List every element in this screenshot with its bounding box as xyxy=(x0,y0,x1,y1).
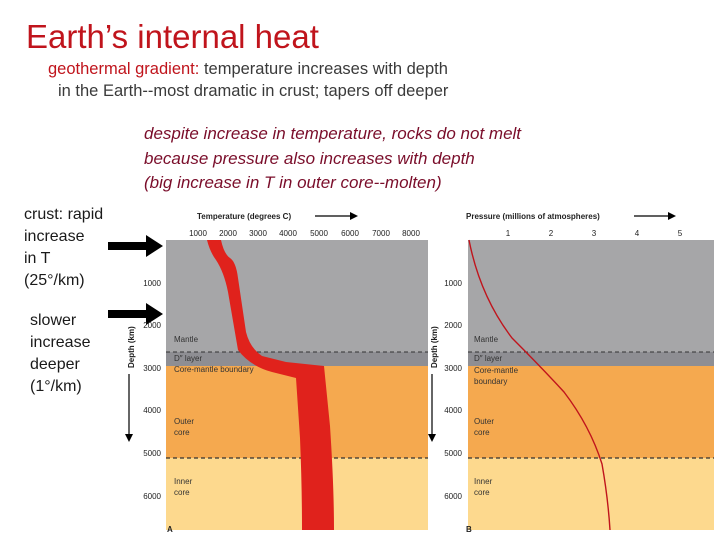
slower-label: slower increase deeper (1°/km) xyxy=(30,310,120,398)
subtitle-line-1: geothermal gradient: temperature increas… xyxy=(48,60,448,79)
panel-b-depth-tick: 3000 xyxy=(444,364,462,373)
panel-a-cmb-label: Core-mantle boundary xyxy=(174,365,254,374)
panel-b-depth-tick: 1000 xyxy=(444,279,462,288)
panel-a-depth-tick: 1000 xyxy=(143,279,161,288)
panel-a-axis-arrowhead xyxy=(350,212,358,220)
panel-b-axis-arrowhead xyxy=(668,212,676,220)
panel-b-axis-title: Pressure (millions of atmospheres) xyxy=(466,212,600,221)
panel-b-mantle-layer xyxy=(468,240,714,366)
panel-b-inner-core-label: core xyxy=(474,488,490,497)
panel-a-depth-tick: 2000 xyxy=(143,321,161,330)
slide-title: Earth’s internal heat xyxy=(26,18,319,55)
panel-b-pressure-curve xyxy=(468,239,611,531)
panel-a-inner-core-label: Inner xyxy=(174,477,193,486)
panel-b-d-layer xyxy=(468,352,714,366)
arrow-to-mantle xyxy=(108,303,163,325)
crust-label-line: crust: rapid xyxy=(24,206,104,223)
panel-a-depth-tick: 6000 xyxy=(143,492,161,501)
panel-a-d-layer-label: D″ layer xyxy=(174,354,203,363)
panel-a-outer-core-label: core xyxy=(174,428,190,437)
panel-a-mantle-layer xyxy=(166,240,428,366)
panel-a-depth-tick: 3000 xyxy=(143,364,161,373)
panel-a-d-layer xyxy=(166,352,428,366)
slower-label-line: deeper xyxy=(30,356,80,373)
panel-a-temperature: Temperature (degrees C) 1000 2000 3000 4… xyxy=(125,212,428,534)
panel-b-pressure: Pressure (millions of atmospheres) 1 2 3… xyxy=(428,212,714,534)
panel-b-cmb-label: boundary xyxy=(474,377,507,386)
panel-a-inner-core-label: core xyxy=(174,488,190,497)
subtitle-line-1-rest: temperature increases with depth xyxy=(199,60,448,78)
panel-a-tick: 7000 xyxy=(372,229,390,238)
crust-label-line: (25°/km) xyxy=(24,272,85,289)
note-line-3: (big increase in T in outer core--molten… xyxy=(144,173,442,192)
panel-b-tick: 5 xyxy=(678,229,683,238)
panel-b-tick: 4 xyxy=(635,229,640,238)
slower-label-line: slower xyxy=(30,312,77,329)
panel-a-depth-tick: 5000 xyxy=(143,449,161,458)
note-line-2: because pressure also increases with dep… xyxy=(144,149,475,168)
panel-a-axis-title: Temperature (degrees C) xyxy=(197,212,291,221)
crust-label-line: in T xyxy=(24,250,51,267)
panel-b-tick: 1 xyxy=(506,229,511,238)
panel-a-tick: 8000 xyxy=(402,229,420,238)
panel-a-depth-title: Depth (km) xyxy=(127,326,136,368)
crust-label: crust: rapid increase in T (25°/km) xyxy=(24,204,124,292)
panel-a-temperature-curve xyxy=(207,240,334,530)
panel-a-inner-core-layer xyxy=(166,458,428,530)
panel-a-depth-arrowhead xyxy=(125,434,133,442)
crust-label-line: increase xyxy=(24,228,85,245)
panel-a-mantle-label: Mantle xyxy=(174,335,199,344)
panel-a-depth-tick: 4000 xyxy=(143,406,161,415)
panel-b-inner-core-layer xyxy=(468,458,714,530)
slower-label-line: increase xyxy=(30,334,91,351)
panel-b-mantle-label: Mantle xyxy=(474,335,499,344)
panel-a-tick: 6000 xyxy=(341,229,359,238)
panel-b-outer-core-layer xyxy=(468,366,714,458)
note-line-1: despite increase in temperature, rocks d… xyxy=(144,124,522,143)
subtitle-line-2: in the Earth--most dramatic in crust; ta… xyxy=(58,82,449,100)
panel-b-outer-core-label: Outer xyxy=(474,417,494,426)
panel-a-letter: A xyxy=(167,525,173,534)
panel-b-tick: 2 xyxy=(549,229,554,238)
arrow-to-crust xyxy=(108,235,163,257)
panel-b-depth-arrowhead xyxy=(428,434,436,442)
panel-b-letter: B xyxy=(466,525,472,534)
panel-b-depth-tick: 6000 xyxy=(444,492,462,501)
panel-a-tick: 2000 xyxy=(219,229,237,238)
panel-b-depth-tick: 2000 xyxy=(444,321,462,330)
panel-b-d-layer-label: D″ layer xyxy=(474,354,503,363)
panel-a-tick: 3000 xyxy=(249,229,267,238)
panel-b-inner-core-label: Inner xyxy=(474,477,493,486)
panel-b-cmb-label: Core-mantle xyxy=(474,366,519,375)
slower-label-line: (1°/km) xyxy=(30,378,82,395)
panel-b-depth-tick: 4000 xyxy=(444,406,462,415)
term-geothermal-gradient: geothermal gradient: xyxy=(48,60,200,78)
panel-a-tick: 5000 xyxy=(310,229,328,238)
panel-b-tick: 3 xyxy=(592,229,597,238)
panel-b-depth-tick: 5000 xyxy=(444,449,462,458)
panel-a-tick: 1000 xyxy=(189,229,207,238)
panel-a-outer-core-label: Outer xyxy=(174,417,194,426)
panel-b-outer-core-label: core xyxy=(474,428,490,437)
depth-profile-figure: Temperature (degrees C) 1000 2000 3000 4… xyxy=(125,212,714,534)
panel-a-tick: 4000 xyxy=(279,229,297,238)
panel-b-depth-title: Depth (km) xyxy=(430,326,439,368)
